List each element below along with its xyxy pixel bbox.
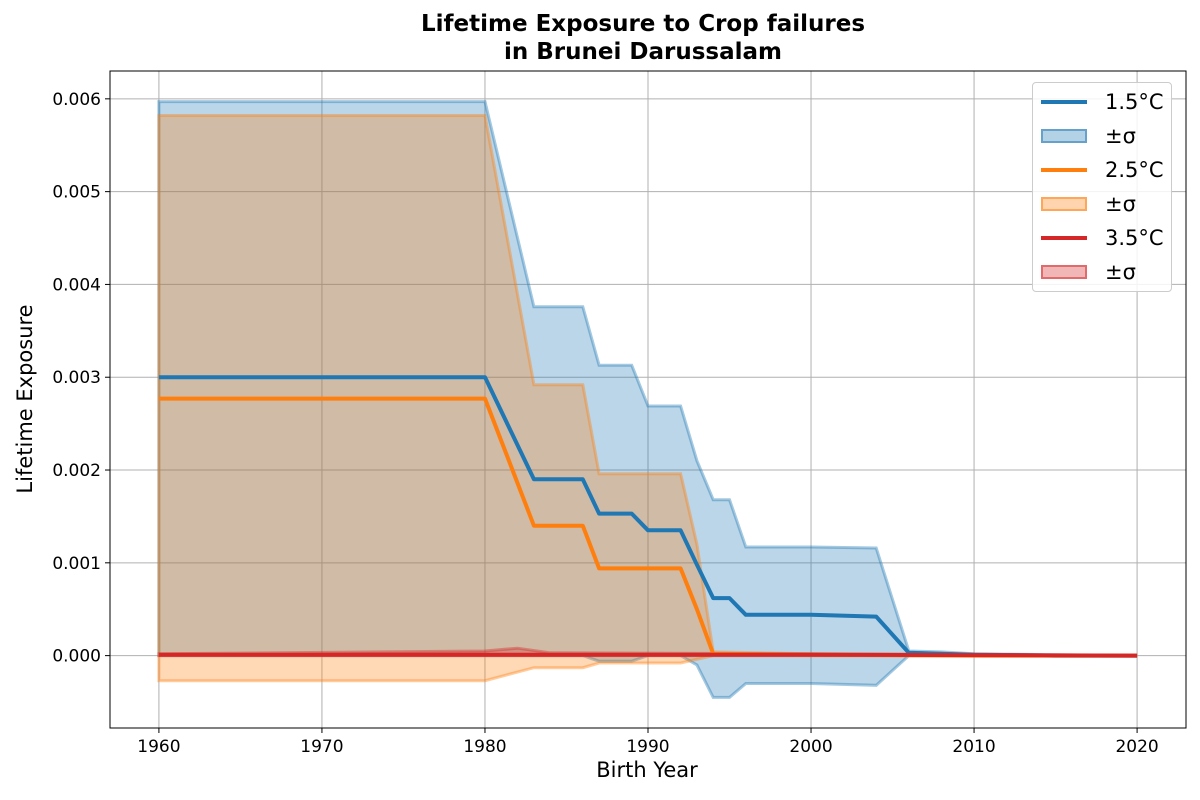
legend-item-2p5c-band: ±σ (1041, 191, 1169, 217)
legend-item-3p5c: 3.5°C (1041, 225, 1169, 251)
legend-label: ±σ (1105, 260, 1136, 284)
y-tick-label: 0.001 (52, 554, 101, 574)
legend-label: 1.5°C (1105, 90, 1164, 114)
legend-label: ±σ (1105, 124, 1136, 148)
y-axis-label: Lifetime Exposure (13, 304, 37, 494)
y-tick-label: 0.003 (52, 368, 101, 388)
legend-band-swatch (1041, 265, 1087, 279)
y-tick-label: 0.006 (52, 90, 101, 110)
series-lines (158, 375, 1138, 658)
x-tick-label: 1960 (137, 737, 180, 757)
line-3-5-c (158, 652, 1138, 658)
legend-item-1p5c: 1.5°C (1041, 89, 1169, 115)
legend-item-1p5c-band: ±σ (1041, 123, 1169, 149)
y-tick-label: 0.005 (52, 183, 101, 203)
x-tick-label: 2000 (789, 737, 832, 757)
x-tick-label: 2010 (952, 737, 995, 757)
x-axis-label: Birth Year (596, 758, 698, 782)
x-tick-label: 1980 (463, 737, 506, 757)
x-tick-label: 1990 (626, 737, 669, 757)
axis-ticks: 1960 1970 1980 1990 2000 2010 2020 0.000 0.001 0.… (52, 90, 1158, 757)
legend-label: ±σ (1105, 192, 1136, 216)
legend-label: 2.5°C (1105, 158, 1164, 182)
x-tick-label: 1970 (300, 737, 343, 757)
y-tick-label: 0.004 (52, 275, 101, 295)
legend-band-swatch (1041, 129, 1087, 143)
legend-label: 3.5°C (1105, 226, 1164, 250)
legend-band-swatch (1041, 197, 1087, 211)
legend-line-swatch (1041, 95, 1087, 109)
legend: 1.5°C ±σ 2.5°C ±σ 3.5°C ±σ (1032, 82, 1172, 292)
y-tick-label: 0.002 (52, 461, 101, 481)
legend-item-2p5c: 2.5°C (1041, 157, 1169, 183)
legend-line-swatch (1041, 163, 1087, 177)
chart-title: Lifetime Exposure to Crop failures in Br… (420, 11, 866, 65)
x-tick-label: 2020 (1115, 737, 1158, 757)
legend-line-swatch (1041, 231, 1087, 245)
legend-item-3p5c-band: ±σ (1041, 259, 1169, 285)
y-tick-label: 0.000 (52, 647, 101, 667)
